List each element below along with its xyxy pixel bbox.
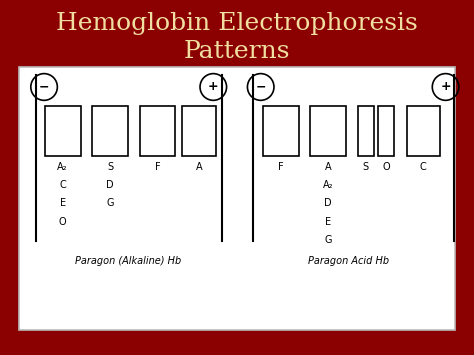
- Bar: [378, 106, 394, 156]
- Text: O: O: [382, 162, 390, 171]
- Text: +: +: [208, 81, 219, 93]
- Bar: [45, 106, 81, 156]
- Text: A: A: [196, 162, 202, 171]
- Text: G: G: [106, 198, 114, 208]
- Text: Hemoglobin Electrophoresis: Hemoglobin Electrophoresis: [56, 12, 418, 34]
- Text: O: O: [59, 217, 66, 227]
- Bar: [182, 106, 216, 156]
- Bar: [92, 106, 128, 156]
- Text: D: D: [106, 180, 114, 190]
- Text: C: C: [59, 180, 66, 190]
- Text: E: E: [60, 198, 65, 208]
- Text: Patterns: Patterns: [184, 40, 290, 63]
- Text: Paragon (Alkaline) Hb: Paragon (Alkaline) Hb: [75, 256, 181, 266]
- Text: −: −: [255, 81, 266, 93]
- Text: S: S: [363, 162, 369, 171]
- Text: Paragon Acid Hb: Paragon Acid Hb: [308, 256, 389, 266]
- Text: A₂: A₂: [57, 162, 68, 171]
- Bar: [140, 106, 175, 156]
- Text: −: −: [39, 81, 49, 93]
- Text: +: +: [440, 81, 451, 93]
- Text: S: S: [107, 162, 113, 171]
- Text: F: F: [278, 162, 283, 171]
- Bar: [407, 106, 440, 156]
- Text: A₂: A₂: [323, 180, 333, 190]
- Text: E: E: [325, 217, 331, 227]
- Text: A: A: [325, 162, 331, 171]
- Bar: [358, 106, 374, 156]
- Text: F: F: [155, 162, 160, 171]
- Text: C: C: [420, 162, 427, 171]
- Text: G: G: [324, 235, 332, 245]
- Bar: [263, 106, 299, 156]
- Bar: [310, 106, 346, 156]
- FancyBboxPatch shape: [19, 67, 455, 330]
- Text: D: D: [324, 198, 332, 208]
